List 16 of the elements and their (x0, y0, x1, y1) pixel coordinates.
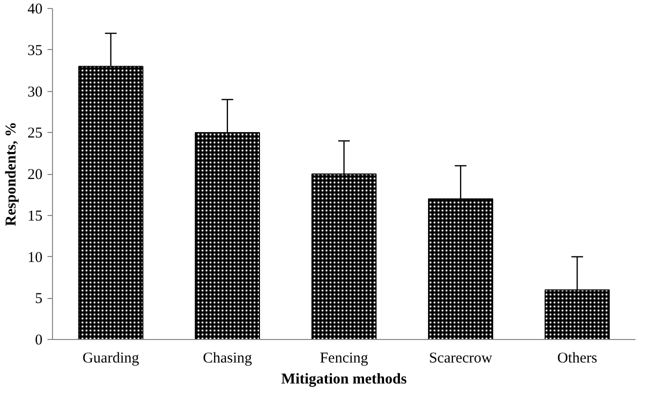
x-tick-label: Others (557, 350, 598, 366)
x-tick-label: Fencing (320, 350, 369, 366)
y-tick-label: 0 (35, 332, 42, 348)
y-tick-label: 15 (28, 208, 42, 224)
x-tick-label: Scarecrow (428, 350, 492, 366)
y-tick-label: 40 (28, 2, 42, 18)
y-tick-label: 35 (28, 42, 42, 59)
y-tick-label: 10 (28, 250, 42, 266)
y-tick-label: 20 (28, 167, 42, 183)
y-tick-label: 5 (35, 291, 42, 308)
x-axis-title: Mitigation methods (281, 372, 407, 388)
x-tick-label: Guarding (82, 350, 140, 366)
y-axis-title: Respondents, % (4, 122, 20, 226)
x-tick-label: Chasing (202, 350, 252, 366)
y-tick-label: 25 (28, 126, 42, 142)
y-tick-label: 30 (28, 84, 42, 100)
